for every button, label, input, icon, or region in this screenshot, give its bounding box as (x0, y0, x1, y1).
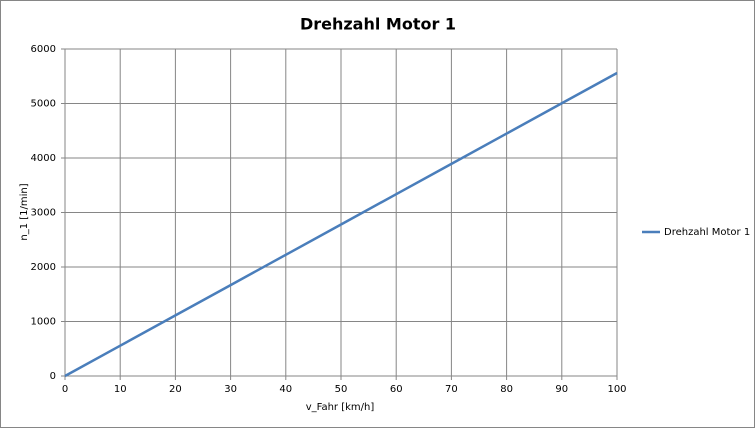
x-tick-label: 20 (169, 384, 182, 395)
x-tick-label: 40 (279, 384, 292, 395)
data-line (64, 71, 618, 378)
x-tick-label: 30 (224, 384, 237, 395)
y-tick-label: 5000 (31, 99, 56, 110)
x-tick-label: 70 (445, 384, 458, 395)
x-tick-label: 80 (500, 384, 513, 395)
x-tick-label: 60 (390, 384, 403, 395)
y-tick-label: 6000 (31, 44, 56, 55)
x-tick-label: 100 (607, 384, 626, 395)
legend-label: Drehzahl Motor 1 (664, 227, 750, 238)
x-tick-label: 50 (335, 384, 348, 395)
x-axis-label: v_Fahr [km/h] (306, 402, 375, 413)
y-tick-label: 1000 (31, 317, 56, 328)
x-tick-label: 10 (114, 384, 127, 395)
y-tick-label: 0 (50, 371, 56, 382)
x-tick-label: 90 (555, 384, 568, 395)
y-tick-label: 2000 (31, 262, 56, 273)
y-axis-label: n_1 [1/min] (19, 183, 30, 240)
x-tick-label: 0 (62, 384, 68, 395)
chart-title: Drehzahl Motor 1 (300, 15, 456, 34)
y-tick-label: 3000 (31, 208, 56, 219)
y-tick-label: 4000 (31, 153, 56, 164)
